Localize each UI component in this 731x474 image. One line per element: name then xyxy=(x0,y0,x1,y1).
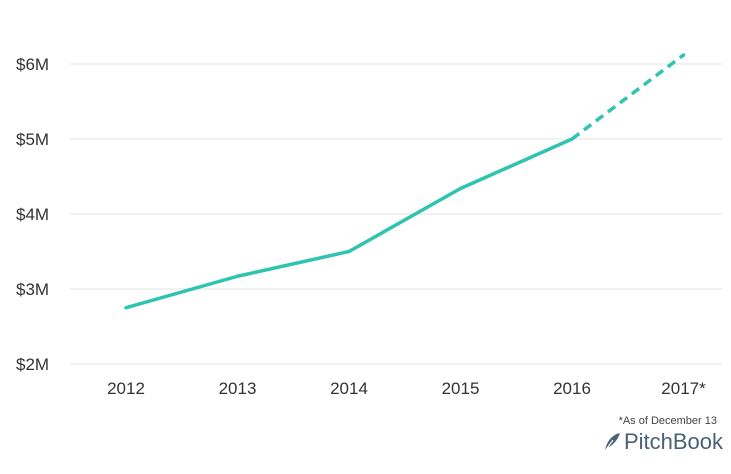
series-line-actual xyxy=(125,137,573,310)
x-axis-tick-labels: 2012 2013 2014 2015 2016 2017* xyxy=(107,379,706,398)
series-line-projected xyxy=(570,53,685,141)
x-tick-label: 2014 xyxy=(330,379,368,398)
pitchbook-logo-icon xyxy=(604,433,620,452)
x-tick-label: 2013 xyxy=(219,379,257,398)
footnote: *As of December 13 xyxy=(618,415,717,427)
brand-logo: PitchBook xyxy=(603,429,723,455)
x-tick-label: 2012 xyxy=(107,379,145,398)
y-tick-label: $2M xyxy=(16,355,49,374)
x-tick-label: 2016 xyxy=(553,379,591,398)
y-tick-label: $5M xyxy=(16,130,49,149)
y-tick-label: $3M xyxy=(16,280,49,299)
data-point xyxy=(347,249,351,254)
y-tick-label: $6M xyxy=(16,55,49,74)
y-axis-tick-labels: $2M $3M $4M $5M $6M xyxy=(16,55,49,374)
data-point xyxy=(235,274,240,278)
brand-name: PitchBook xyxy=(623,429,723,454)
x-tick-label: 2015 xyxy=(442,379,480,398)
data-point xyxy=(681,53,686,57)
grid-lines xyxy=(70,63,722,365)
x-tick-label: 2017* xyxy=(661,379,706,398)
data-point xyxy=(124,306,128,310)
data-point xyxy=(458,186,463,191)
series-group xyxy=(124,53,686,310)
y-tick-label: $4M xyxy=(16,205,49,224)
data-point xyxy=(570,137,574,141)
